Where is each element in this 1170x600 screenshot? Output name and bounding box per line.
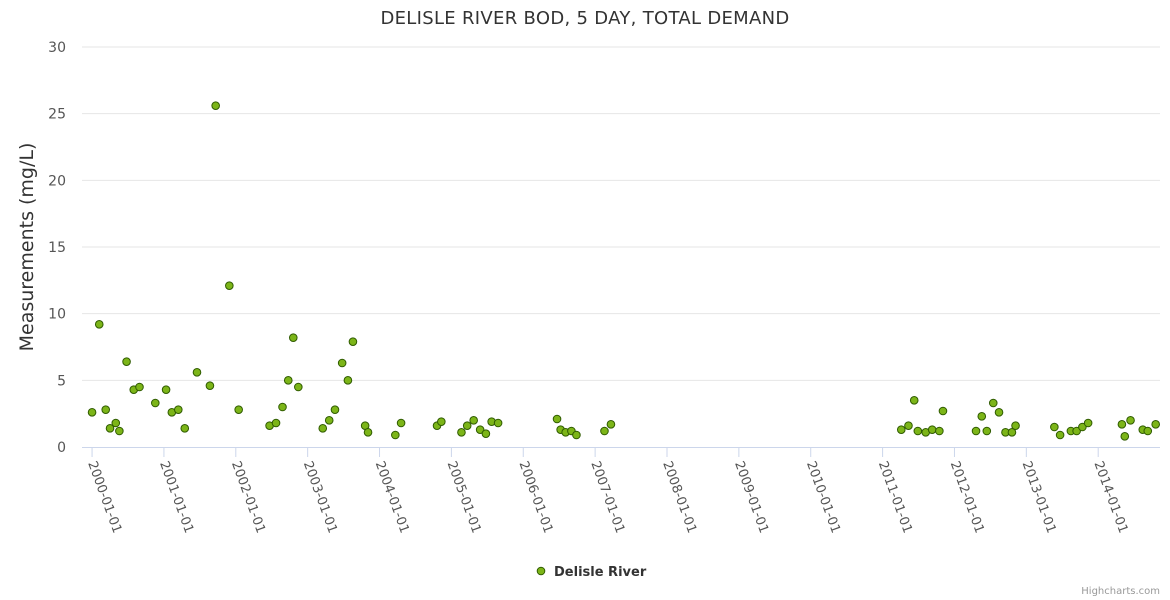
data-point[interactable]	[294, 382, 303, 392]
data-point[interactable]	[938, 406, 948, 416]
data-point[interactable]	[457, 428, 466, 437]
data-point[interactable]	[225, 281, 234, 290]
x-tick-label: 2009-01-01	[731, 459, 771, 535]
y-axis-ticks: 0 5 10 15 20 25 30	[48, 40, 66, 456]
credits-link[interactable]: Highcharts.com	[1081, 586, 1160, 597]
data-point[interactable]	[481, 429, 491, 438]
x-tick-label: 2000-01-01	[84, 459, 124, 535]
data-point[interactable]	[469, 416, 478, 425]
data-point[interactable]	[271, 418, 281, 428]
x-tick-label: 2002-01-01	[228, 459, 268, 535]
y-tick-label: 5	[57, 373, 66, 389]
data-point[interactable]	[437, 417, 446, 426]
data-point[interactable]	[348, 337, 358, 346]
data-point[interactable]	[1078, 422, 1087, 432]
x-tick-label: 2001-01-01	[156, 459, 196, 535]
x-tick-label: 2011-01-01	[875, 459, 915, 535]
data-point[interactable]	[101, 405, 111, 414]
data-point[interactable]	[904, 421, 913, 430]
x-tick-label: 2006-01-01	[516, 459, 556, 535]
data-point[interactable]	[971, 426, 981, 436]
data-point[interactable]	[343, 376, 353, 385]
x-tick-label: 2013-01-01	[1019, 459, 1059, 535]
x-tick-label: 2003-01-01	[300, 459, 340, 535]
y-tick-label: 10	[48, 307, 66, 323]
data-point[interactable]	[994, 408, 1004, 417]
data-point[interactable]	[1011, 421, 1020, 430]
data-point[interactable]	[572, 430, 581, 440]
data-point[interactable]	[234, 405, 243, 414]
data-point[interactable]	[1117, 420, 1127, 429]
data-point[interactable]	[278, 402, 287, 412]
data-point[interactable]	[1007, 428, 1017, 437]
data-point[interactable]	[337, 358, 347, 368]
y-axis-label: Measurements (mg/L)	[16, 143, 38, 352]
data-point[interactable]	[205, 381, 215, 390]
data-point[interactable]	[122, 357, 131, 366]
data-point[interactable]	[105, 424, 115, 433]
x-axis-ticks: 2000-01-01 2001-01-01 2002-01-01 2003-01-01…	[84, 447, 1130, 535]
legend-marker	[536, 566, 546, 576]
data-point[interactable]	[363, 428, 373, 437]
data-point[interactable]	[982, 426, 992, 436]
data-point[interactable]	[288, 333, 298, 342]
data-point[interactable]	[935, 426, 944, 436]
chart-title: DELISLE RIVER BOD, 5 DAY, TOTAL DEMAND	[380, 8, 789, 29]
data-point[interactable]	[552, 414, 562, 424]
data-point[interactable]	[396, 418, 406, 428]
data-point[interactable]	[913, 426, 923, 436]
data-point[interactable]	[111, 418, 121, 428]
data-point[interactable]	[493, 418, 503, 428]
data-point[interactable]	[135, 382, 144, 392]
data-point[interactable]	[1050, 422, 1059, 432]
data-point[interactable]	[475, 425, 485, 434]
data-point[interactable]	[1126, 416, 1135, 425]
data-point[interactable]	[977, 412, 987, 421]
data-point[interactable]	[896, 425, 906, 434]
data-point[interactable]	[606, 420, 616, 429]
data-point[interactable]	[462, 421, 472, 430]
data-point[interactable]	[1143, 426, 1153, 436]
data-point[interactable]	[318, 424, 328, 433]
data-point[interactable]	[1072, 426, 1081, 436]
gridlines	[82, 46, 1160, 381]
data-point[interactable]	[600, 426, 609, 436]
data-point[interactable]	[161, 385, 171, 394]
data-point[interactable]	[192, 368, 202, 377]
data-point[interactable]	[180, 424, 190, 433]
data-point[interactable]	[1055, 430, 1065, 440]
data-point[interactable]	[988, 398, 998, 408]
y-tick-label: 20	[48, 173, 66, 189]
y-tick-label: 15	[48, 240, 66, 256]
x-tick-label: 2007-01-01	[587, 459, 627, 535]
data-point[interactable]	[283, 376, 293, 385]
data-point[interactable]	[87, 408, 97, 417]
legend-label-delisle-river[interactable]: Delisle River	[554, 565, 647, 580]
y-tick-label: 25	[48, 107, 66, 123]
data-point[interactable]	[115, 426, 124, 436]
x-tick-label: 2005-01-01	[444, 459, 484, 535]
x-tick-label: 2004-01-01	[372, 459, 412, 535]
y-tick-label: 30	[48, 40, 66, 56]
data-point[interactable]	[94, 320, 104, 329]
data-point[interactable]	[1151, 420, 1160, 429]
data-point[interactable]	[1120, 432, 1130, 441]
data-point[interactable]	[909, 396, 919, 405]
data-point[interactable]	[174, 405, 183, 414]
x-tick-label: 2008-01-01	[659, 459, 699, 535]
x-tick-label: 2014-01-01	[1090, 459, 1130, 535]
x-tick-label: 2012-01-01	[947, 459, 987, 535]
data-point[interactable]	[211, 101, 220, 110]
x-tick-label: 2010-01-01	[803, 459, 843, 535]
data-point[interactable]	[151, 398, 160, 408]
data-point[interactable]	[391, 430, 400, 440]
data-point[interactable]	[324, 416, 334, 425]
data-points	[87, 101, 1160, 441]
legend[interactable]: Delisle River	[536, 565, 647, 580]
data-point[interactable]	[927, 425, 937, 434]
y-tick-label: 0	[57, 440, 66, 456]
data-point[interactable]	[330, 405, 340, 414]
data-point[interactable]	[1083, 418, 1093, 428]
